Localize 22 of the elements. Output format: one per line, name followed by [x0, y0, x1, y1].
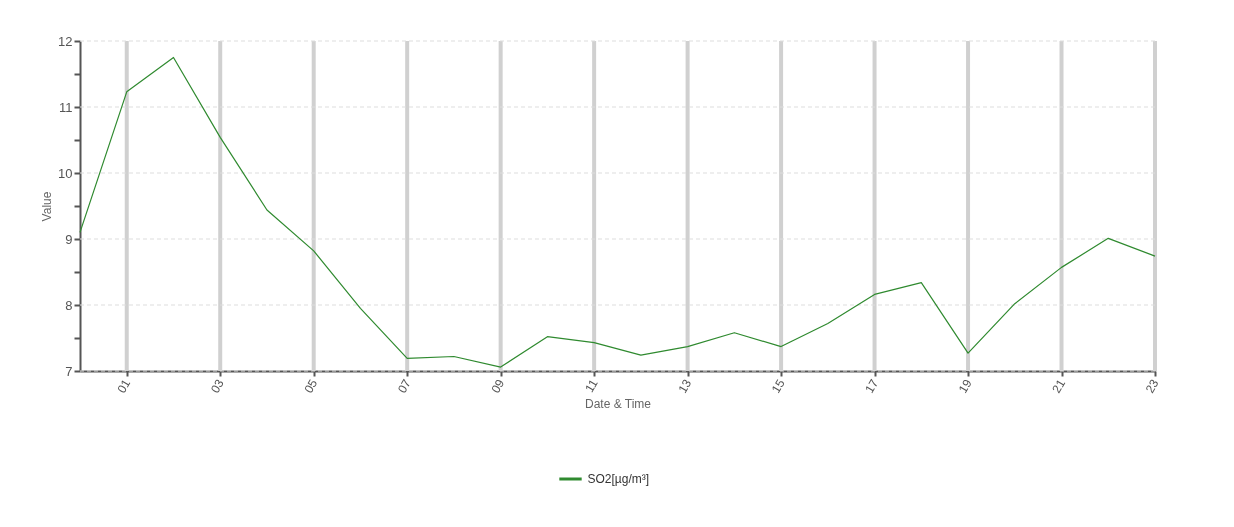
x-tick-label: 11	[582, 376, 601, 395]
x-tick-label: 05	[301, 376, 321, 396]
x-tick-label: 03	[207, 376, 227, 396]
x-tick-label: 09	[488, 376, 508, 396]
y-axis-title: Value	[40, 191, 55, 222]
x-tick-label: 19	[955, 376, 975, 396]
x-axis-title: Date & Time	[584, 397, 652, 412]
x-tick-label: 13	[675, 376, 695, 396]
y-tick-label: 8	[65, 297, 73, 313]
legend-label: SO2[µg/m³]	[587, 472, 650, 486]
x-tick-label: 15	[768, 376, 788, 396]
x-tick-label: 01	[114, 376, 134, 396]
y-tick-label: 12	[58, 33, 73, 49]
y-tick-label: 10	[58, 165, 73, 181]
y-tick-label: 7	[65, 363, 73, 379]
x-tick-label: 17	[862, 376, 882, 396]
y-tick-label: 9	[65, 231, 73, 247]
x-tick-label: 23	[1142, 376, 1162, 396]
line-series	[79, 56, 1156, 368]
y-tick-label: 11	[59, 99, 73, 115]
x-tick-label: 07	[394, 376, 414, 396]
x-tick-label: 21	[1049, 376, 1069, 396]
